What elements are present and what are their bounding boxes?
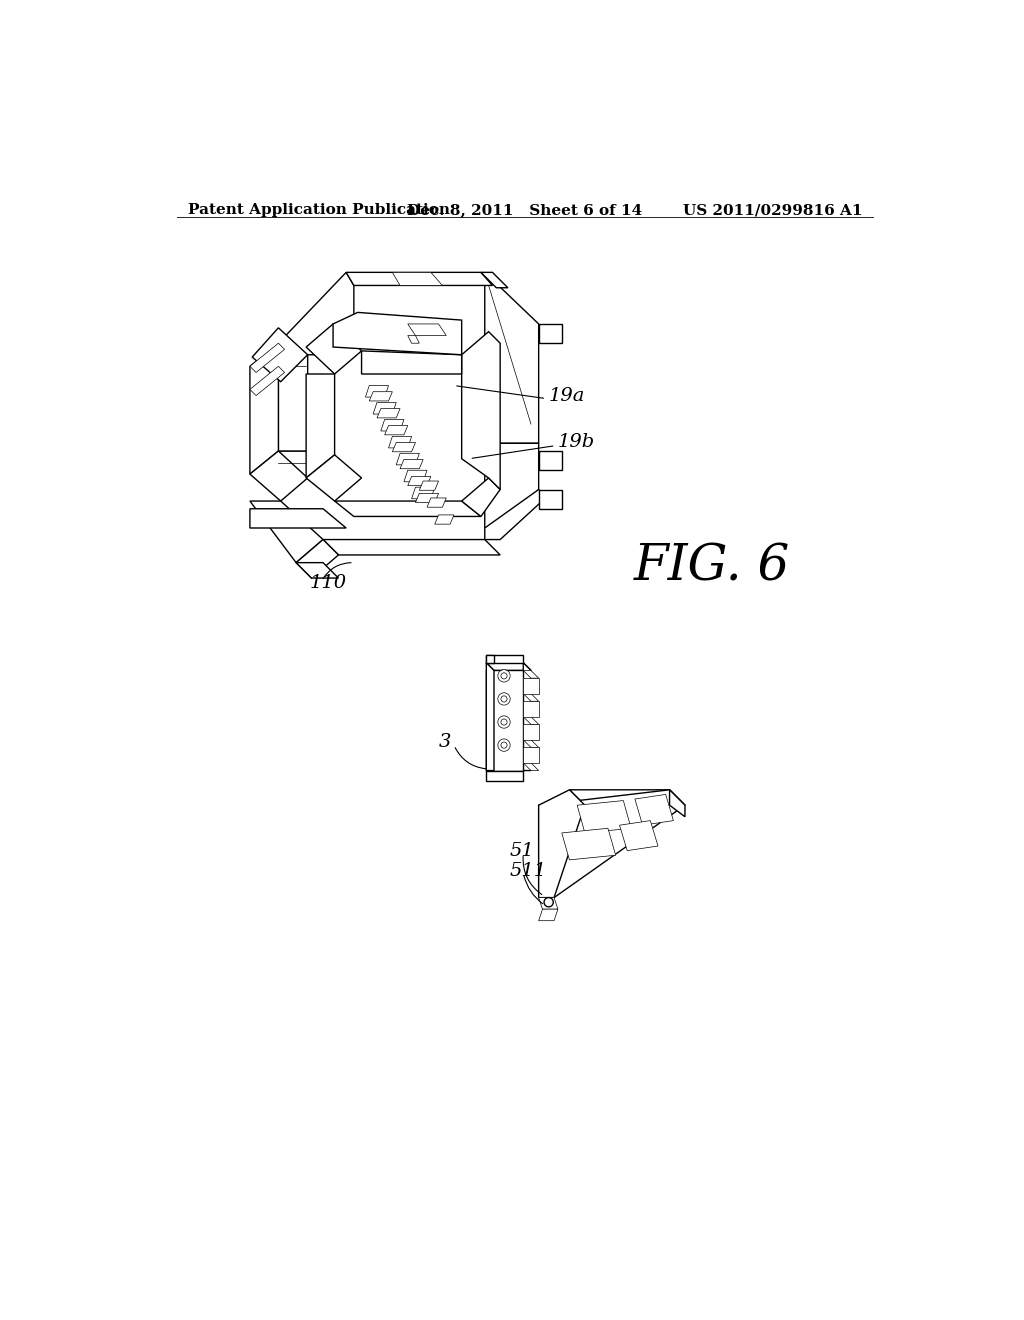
Polygon shape [403,470,427,482]
Polygon shape [523,717,539,725]
Polygon shape [539,909,558,921]
Polygon shape [435,515,454,524]
Polygon shape [462,478,500,516]
Text: 51: 51 [509,842,535,861]
Polygon shape [539,490,562,508]
Polygon shape [419,480,438,490]
Polygon shape [523,693,539,701]
Polygon shape [620,821,658,850]
Polygon shape [523,663,531,771]
Polygon shape [250,508,346,528]
Polygon shape [523,725,539,739]
Polygon shape [250,367,285,396]
Circle shape [544,898,553,907]
Text: 110: 110 [309,574,346,593]
Circle shape [501,719,507,725]
Polygon shape [484,272,539,444]
Polygon shape [392,442,416,451]
Polygon shape [523,678,539,693]
Polygon shape [381,420,403,430]
Circle shape [498,715,510,729]
Text: 19b: 19b [558,433,595,450]
Circle shape [501,673,507,678]
Text: US 2011/0299816 A1: US 2011/0299816 A1 [683,203,862,216]
Polygon shape [539,789,685,898]
Polygon shape [562,829,615,859]
Polygon shape [412,487,435,499]
Polygon shape [486,663,494,771]
Polygon shape [361,351,462,374]
Text: 511: 511 [509,862,547,879]
Polygon shape [523,671,539,678]
Polygon shape [578,800,631,833]
Polygon shape [306,323,361,374]
Polygon shape [306,374,335,478]
Polygon shape [373,403,396,414]
Polygon shape [296,540,339,578]
Polygon shape [539,898,558,909]
Polygon shape [486,655,494,663]
Polygon shape [408,477,431,486]
Circle shape [498,693,510,705]
Polygon shape [539,789,585,898]
Polygon shape [486,771,523,780]
Polygon shape [335,502,481,516]
Polygon shape [323,540,500,554]
Text: 19a: 19a [549,387,585,404]
Polygon shape [523,739,539,747]
Polygon shape [539,323,562,343]
Polygon shape [385,425,408,434]
Polygon shape [484,444,539,528]
Polygon shape [484,490,547,540]
Polygon shape [670,789,685,817]
Polygon shape [569,789,685,805]
Polygon shape [296,562,339,578]
Polygon shape [250,502,323,562]
Polygon shape [416,494,438,503]
Polygon shape [486,663,531,671]
Polygon shape [400,459,423,469]
Circle shape [501,696,507,702]
Polygon shape [366,385,388,397]
Polygon shape [252,327,307,381]
Polygon shape [523,747,539,763]
Polygon shape [523,701,539,717]
Polygon shape [396,453,419,465]
Text: Dec. 8, 2011   Sheet 6 of 14: Dec. 8, 2011 Sheet 6 of 14 [408,203,642,216]
Text: 3: 3 [438,733,451,751]
Polygon shape [250,451,307,502]
Circle shape [498,669,510,682]
Polygon shape [279,272,354,451]
Circle shape [498,739,510,751]
Polygon shape [377,409,400,418]
Polygon shape [635,795,674,825]
Text: FIG. 6: FIG. 6 [634,541,791,591]
Polygon shape [486,655,523,663]
Polygon shape [462,331,500,490]
Polygon shape [392,272,442,285]
Polygon shape [408,323,446,335]
Polygon shape [408,335,419,343]
Polygon shape [346,272,493,285]
Polygon shape [370,392,392,401]
Polygon shape [427,498,446,507]
Circle shape [501,742,507,748]
Polygon shape [388,437,412,447]
Polygon shape [523,763,539,771]
Polygon shape [486,671,523,771]
Polygon shape [333,313,462,355]
Text: Patent Application Publication: Patent Application Publication [188,203,451,216]
Polygon shape [481,272,508,288]
Polygon shape [539,451,562,470]
Polygon shape [250,343,279,474]
Polygon shape [250,343,285,372]
Polygon shape [306,455,361,502]
